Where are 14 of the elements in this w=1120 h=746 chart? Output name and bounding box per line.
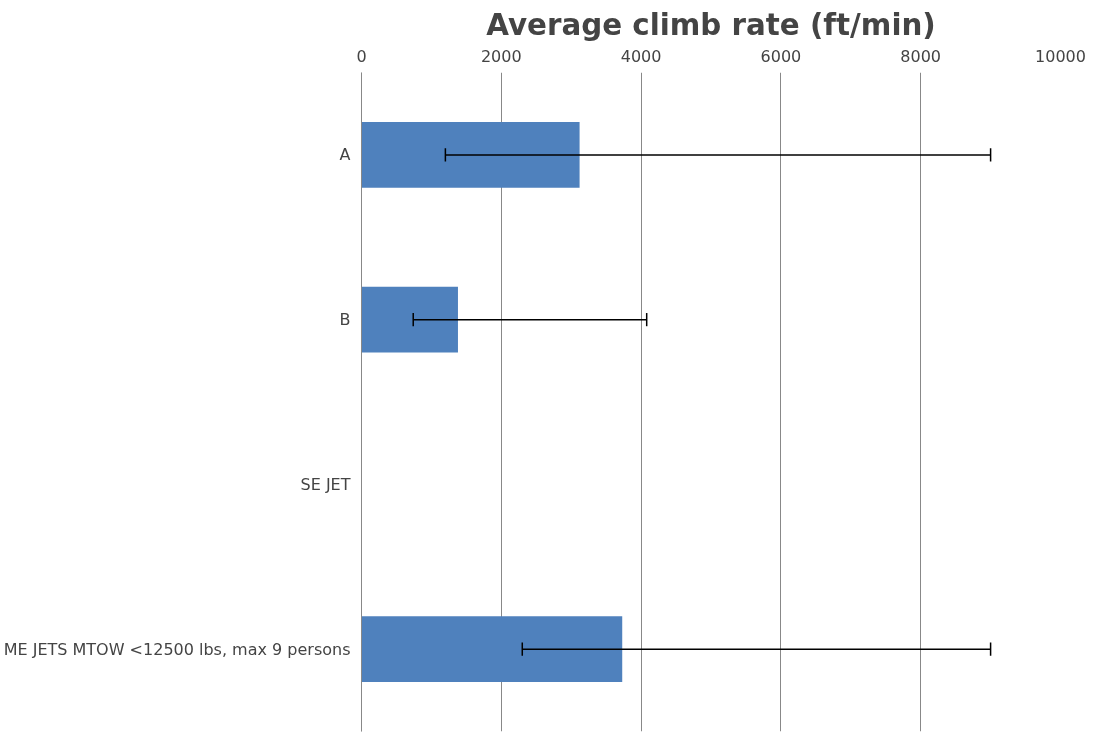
x-tick-label: 6000 (760, 46, 802, 66)
x-tick-label: 2000 (480, 46, 522, 66)
y-tick-label: B (339, 310, 351, 330)
y-tick-label: ME JETS MTOW <12500 lbs, max 9 persons (3, 639, 351, 659)
x-tick-label: 10000 (1035, 46, 1086, 66)
x-tick-label: 0 (356, 46, 367, 66)
x-tick-label: 4000 (620, 46, 662, 66)
x-tick-label: 8000 (900, 46, 942, 66)
bar (361, 286, 458, 353)
chart-title: Average climb rate (ft/min) (486, 7, 936, 42)
bar (361, 121, 580, 188)
y-tick-label: SE JET (300, 474, 351, 494)
y-tick-label: A (339, 145, 351, 165)
bar (361, 616, 623, 683)
